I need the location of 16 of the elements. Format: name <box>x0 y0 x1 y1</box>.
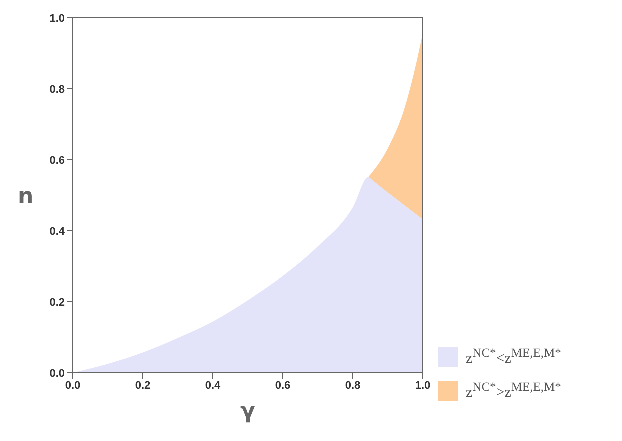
y-tick-label: 0.0 <box>50 368 65 380</box>
y-tick-label: 0.2 <box>50 296 65 309</box>
x-axis-title: γ <box>240 399 256 424</box>
y-axis-title: n <box>18 184 34 210</box>
x-tick-label: 0.0 <box>65 380 81 392</box>
x-tick-label: 1.0 <box>415 380 431 392</box>
y-tick-label: 1.0 <box>50 12 65 25</box>
y-tick-label: 0.8 <box>50 84 65 96</box>
legend-label: z$^{NC*}$>z$^{ME,E,M*}$ <box>466 380 562 402</box>
x-tick-label: 0.4 <box>205 380 222 392</box>
x-tick-label: 0.2 <box>135 380 151 392</box>
y-tick-label: 0.6 <box>50 154 65 167</box>
y-tick-label: 0.4 <box>50 226 66 238</box>
x-tick-label: 0.6 <box>275 380 291 392</box>
legend-label: z$^{NC*}$<z$^{ME,E,M*}$ <box>466 346 562 368</box>
x-tick-label: 0.8 <box>345 380 361 392</box>
